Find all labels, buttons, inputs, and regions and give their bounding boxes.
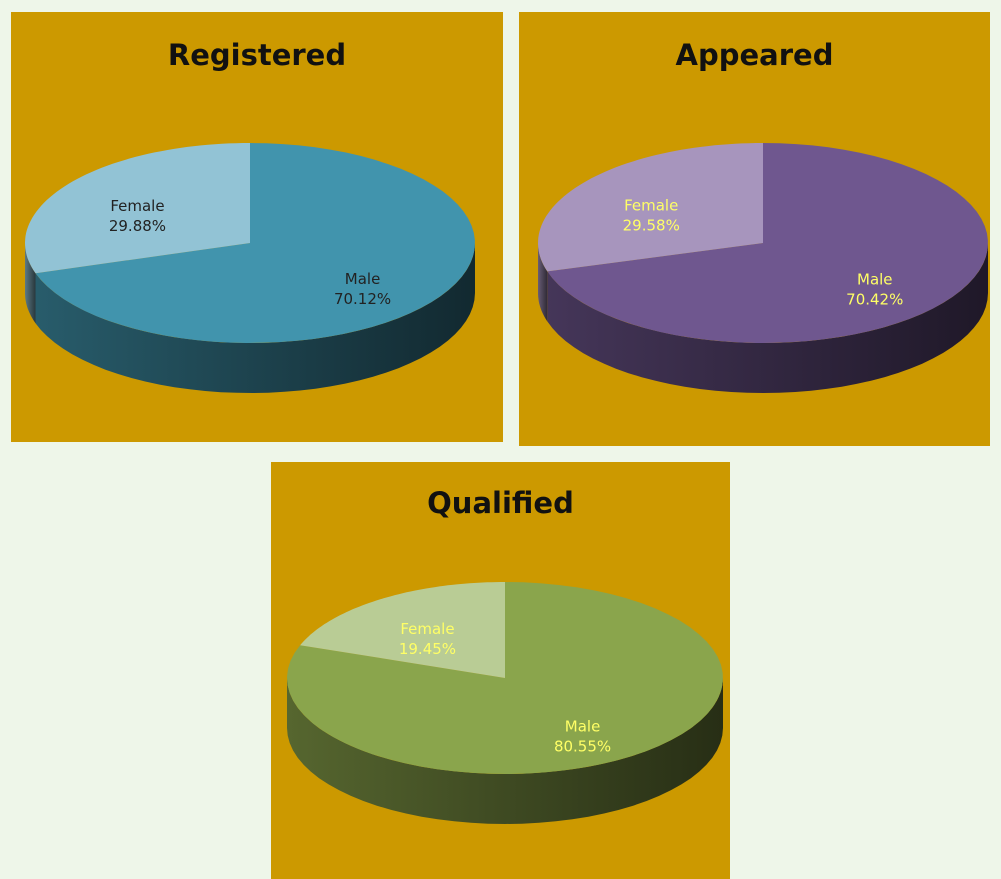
slice-label: Female [110, 197, 164, 215]
slice [25, 143, 250, 274]
slice-side [35, 243, 475, 393]
chart-title: Qualified [427, 486, 574, 520]
slice-label: Male [565, 717, 601, 735]
slice-value-label: 29.88% [109, 217, 166, 235]
slice [538, 143, 763, 272]
slice-side [25, 243, 36, 324]
slice [547, 143, 988, 343]
slice-value-label: 80.55% [554, 737, 611, 755]
slice-side [547, 243, 988, 393]
slice-label: Male [345, 270, 381, 288]
slice [300, 582, 505, 678]
slice-label: Male [857, 271, 893, 289]
slice-value-label: 70.42% [846, 291, 903, 309]
slice-side [538, 243, 548, 322]
slice [35, 143, 475, 343]
slice-side [287, 678, 723, 824]
slice [287, 582, 723, 774]
slice-label: Female [400, 620, 454, 638]
slice-value-label: 70.12% [334, 290, 391, 308]
slice-value-label: 29.58% [623, 216, 680, 234]
chart-title: Registered [168, 38, 346, 72]
slice-label: Female [624, 196, 678, 214]
chart-title: Appeared [676, 38, 834, 72]
slice-value-label: 19.45% [399, 640, 456, 658]
